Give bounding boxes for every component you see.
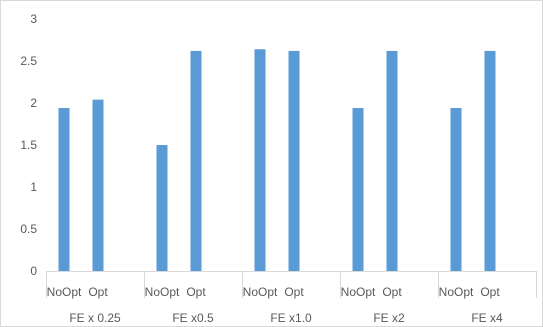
- group-label: FE x1.0: [270, 311, 312, 325]
- group-label: FE x4: [471, 311, 503, 325]
- y-tick-label: 1: [30, 180, 37, 194]
- bar-label: Opt: [480, 285, 500, 299]
- bar-noopt: [254, 49, 266, 271]
- bar-noopt: [58, 108, 70, 271]
- bar-noopt: [156, 145, 168, 271]
- y-tick-label: 3: [30, 12, 37, 26]
- group-label: FE x2: [373, 311, 405, 325]
- bar-label: NoOpt: [439, 285, 474, 299]
- bar-opt: [288, 50, 300, 271]
- bar-label: NoOpt: [341, 285, 376, 299]
- y-tick-label: 2.5: [20, 54, 37, 68]
- y-tick-label: 2: [30, 96, 37, 110]
- bar-label: Opt: [88, 285, 108, 299]
- y-tick-label: 0: [30, 264, 37, 278]
- bar-label: Opt: [284, 285, 304, 299]
- y-tick-label: 0.5: [20, 222, 37, 236]
- bar-opt: [484, 50, 496, 271]
- bar-opt: [386, 50, 398, 271]
- bar-label: NoOpt: [47, 285, 82, 299]
- bar-noopt: [450, 108, 462, 271]
- bar-label: NoOpt: [145, 285, 180, 299]
- bar-noopt: [352, 108, 364, 271]
- bar-opt: [190, 50, 202, 271]
- bar-label: Opt: [186, 285, 206, 299]
- bar-opt: [92, 99, 104, 271]
- bar-label: NoOpt: [243, 285, 278, 299]
- y-tick-label: 1.5: [20, 138, 37, 152]
- bar-label: Opt: [382, 285, 402, 299]
- group-label: FE x 0.25: [69, 311, 121, 325]
- group-label: FE x0.5: [172, 311, 214, 325]
